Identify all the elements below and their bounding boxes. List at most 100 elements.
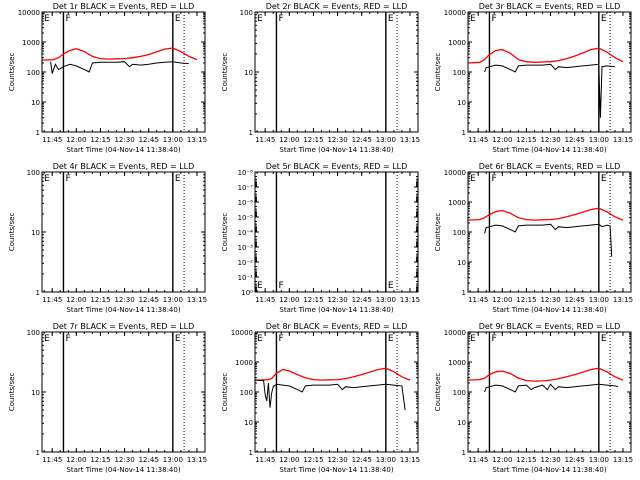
y-tick-label: 100 <box>453 389 466 397</box>
x-tick-label: 11:45 <box>255 296 275 304</box>
x-tick-label: 12:30 <box>114 136 134 144</box>
panel-title: Det 4r BLACK = Events, RED = LLD <box>53 162 195 171</box>
x-tick-label: 12:45 <box>565 456 585 464</box>
y-tick-label: 10000 <box>444 9 466 17</box>
x-tick-label: 13:15 <box>187 456 207 464</box>
detector-panel-8: Det 8r BLACK = Events, RED = LLD 10000 100… <box>221 322 420 474</box>
detector-panel-6: Det 6r BLACK = Events, RED = LLD 10000 100… <box>434 162 633 314</box>
x-tick-label: 12:00 <box>492 456 512 464</box>
y-tick-label: 10 <box>457 259 466 267</box>
x-tick-label: 12:00 <box>279 296 299 304</box>
y-tick-label: 1 <box>36 449 40 457</box>
x-tick-label: 13:15 <box>400 296 420 304</box>
series-lld <box>468 47 624 64</box>
marker-label-f: F <box>65 334 70 344</box>
detector-panel-3: Det 3r BLACK = Events, RED = LLD 10000 100… <box>434 2 633 154</box>
x-tick-label: 12:00 <box>66 136 86 144</box>
y-tick-label: 1 <box>249 449 253 457</box>
marker-label-f: F <box>278 334 283 344</box>
series-lld <box>468 367 624 382</box>
marker-label-e: E <box>601 14 607 24</box>
series-events <box>484 383 619 393</box>
series-events <box>484 223 613 257</box>
plot-frame <box>467 171 632 293</box>
x-axis-label: Start Time (04-Nov-14 11:38:40) <box>492 466 606 474</box>
detector-panel-2: Det 2r BLACK = Events, RED = LLD 100 10 1 Co… <box>221 2 420 154</box>
x-tick-label: 12:00 <box>279 456 299 464</box>
x-tick-label: 12:15 <box>90 136 110 144</box>
series-events <box>255 379 406 411</box>
marker-label-e-left: E <box>44 174 50 184</box>
plot-frame <box>41 11 206 133</box>
x-tick-label: 12:00 <box>66 456 86 464</box>
y-axis-label: Counts/sec <box>8 373 16 412</box>
x-tick-label: 12:45 <box>352 296 372 304</box>
y-tick-label: 100 <box>240 9 253 17</box>
series-lld <box>468 207 624 221</box>
detector-panel-9: Det 9r BLACK = Events, RED = LLD 10000 100… <box>434 322 633 474</box>
marker-label-f: F <box>491 14 496 24</box>
x-tick-label: 12:15 <box>303 456 323 464</box>
y-tick-label: 10⁻⁴ <box>238 229 254 237</box>
y-tick-label: 10 <box>244 69 253 77</box>
y-tick-label: 10000 <box>18 9 40 17</box>
x-tick-label: 12:15 <box>516 456 536 464</box>
marker-label-f: F <box>65 14 70 24</box>
x-tick-label: 12:30 <box>540 136 560 144</box>
y-axis-label: Counts/sec <box>434 213 442 252</box>
y-tick-label: 10⁻⁷ <box>238 184 254 192</box>
panel-title: Det 7r BLACK = Events, RED = LLD <box>53 322 195 331</box>
y-tick-label: 1 <box>462 129 466 137</box>
y-tick-label: 1000 <box>22 39 40 47</box>
x-tick-label: 13:00 <box>163 456 183 464</box>
x-tick-label: 11:45 <box>42 456 62 464</box>
plot-frame <box>467 11 632 133</box>
panel-title: Det 3r BLACK = Events, RED = LLD <box>479 2 621 11</box>
y-tick-label: 10 <box>457 99 466 107</box>
x-tick-label: 12:15 <box>90 296 110 304</box>
x-tick-label: 13:15 <box>613 136 633 144</box>
marker-label-e-left: E <box>470 14 476 24</box>
x-tick-label: 12:30 <box>540 456 560 464</box>
x-axis-label: Start Time (04-Nov-14 11:38:40) <box>66 306 180 314</box>
x-tick-label: 12:30 <box>327 456 347 464</box>
x-tick-label: 13:00 <box>589 296 609 304</box>
panel-title: Det 6r BLACK = Events, RED = LLD <box>479 162 621 171</box>
y-tick-label: 100 <box>240 389 253 397</box>
x-tick-label: 11:45 <box>468 296 488 304</box>
y-tick-label: 10⁻⁸ <box>238 169 254 177</box>
y-tick-label: 1 <box>36 289 40 297</box>
marker-label-f: F <box>278 14 283 24</box>
marker-label-e: E <box>388 281 394 291</box>
x-tick-label: 11:45 <box>255 456 275 464</box>
marker-label-e-left: E <box>44 334 50 344</box>
x-tick-label: 12:45 <box>352 456 372 464</box>
y-axis-label: Counts/sec <box>8 53 16 92</box>
marker-label-e-left: E <box>257 334 263 344</box>
x-tick-label: 12:15 <box>303 296 323 304</box>
plot-frame <box>254 11 419 133</box>
y-tick-label: 100 <box>453 69 466 77</box>
y-tick-label: 1 <box>36 129 40 137</box>
x-tick-label: 12:45 <box>352 136 372 144</box>
y-tick-label: 1 <box>462 449 466 457</box>
marker-label-f: F <box>491 334 496 344</box>
x-tick-label: 12:30 <box>327 136 347 144</box>
x-tick-label: 13:15 <box>400 456 420 464</box>
y-tick-label: 10 <box>31 99 40 107</box>
marker-label-e-left: E <box>257 14 263 24</box>
y-tick-label: 10000 <box>444 329 466 337</box>
x-tick-label: 12:00 <box>492 136 512 144</box>
x-tick-label: 13:00 <box>589 136 609 144</box>
y-tick-label: 10⁰ <box>241 289 253 297</box>
marker-label-e: E <box>601 334 607 344</box>
x-tick-label: 12:00 <box>492 296 512 304</box>
y-tick-label: 1000 <box>235 359 253 367</box>
x-tick-label: 13:00 <box>163 296 183 304</box>
x-tick-label: 12:45 <box>565 136 585 144</box>
y-tick-label: 100 <box>453 229 466 237</box>
panel-title: Det 2r BLACK = Events, RED = LLD <box>266 2 408 11</box>
x-tick-label: 13:15 <box>187 296 207 304</box>
marker-label-e: E <box>175 174 181 184</box>
x-tick-label: 12:15 <box>516 136 536 144</box>
